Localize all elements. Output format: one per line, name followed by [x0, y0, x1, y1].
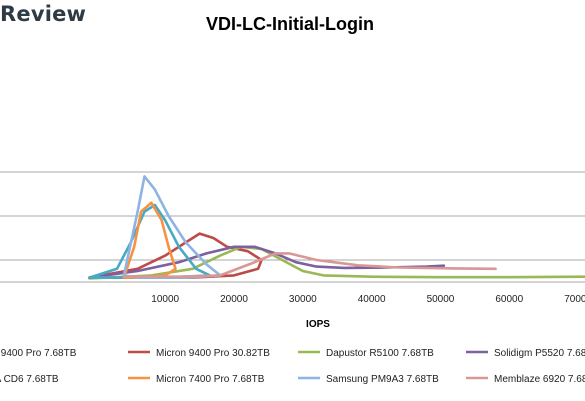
x-tick-label: 20000: [220, 294, 248, 305]
brand-logo-text: Review: [0, 2, 87, 26]
legend-label: Micron 9400 Pro 30.82TB: [156, 348, 270, 359]
legend-item: Micron 9400 Pro 7.68TB: [0, 348, 77, 359]
legend-item: Micron 7400 Pro 7.68TB: [128, 374, 265, 385]
legend-item: Solidigm P5520 7.68TB: [466, 348, 585, 359]
x-axis: 10000 20000 30000 40000 50000 60000 70000: [151, 294, 585, 305]
x-tick-label: 50000: [427, 294, 455, 305]
legend: Micron 9400 Pro 7.68TB Micron 9400 Pro 30…: [0, 348, 585, 385]
legend-label: Solidigm P5520 7.68TB: [494, 348, 585, 359]
x-axis-label: IOPS: [306, 319, 330, 330]
legend-label: Micron 9400 Pro 7.68TB: [0, 348, 77, 359]
series-line-7: [122, 252, 497, 278]
series-line-2: [88, 245, 585, 280]
legend-item: Samsung PM9A3 7.68TB: [298, 374, 439, 385]
x-tick-label: 70000: [564, 294, 585, 305]
chart-title: VDI-LC-Initial-Login: [206, 14, 374, 34]
legend-label: Dapustor R5100 7.68TB: [326, 348, 434, 359]
legend-item: KIOXIA CD6 7.68TB: [0, 374, 59, 385]
legend-item: Micron 9400 Pro 30.82TB: [128, 348, 270, 359]
x-tick-label: 40000: [358, 294, 386, 305]
legend-item: Memblaze 6920 7.68TB: [466, 374, 585, 385]
legend-label: Samsung PM9A3 7.68TB: [326, 374, 439, 385]
legend-label: KIOXIA CD6 7.68TB: [0, 374, 59, 385]
legend-item: Dapustor R5100 7.68TB: [298, 348, 434, 359]
series-line-3: [88, 245, 446, 279]
series-lines: [88, 175, 585, 280]
x-tick-label: 30000: [289, 294, 317, 305]
x-tick-label: 60000: [495, 294, 523, 305]
x-tick-label: 10000: [151, 294, 179, 305]
legend-label: Micron 7400 Pro 7.68TB: [156, 374, 265, 385]
legend-label: Memblaze 6920 7.68TB: [494, 374, 585, 385]
